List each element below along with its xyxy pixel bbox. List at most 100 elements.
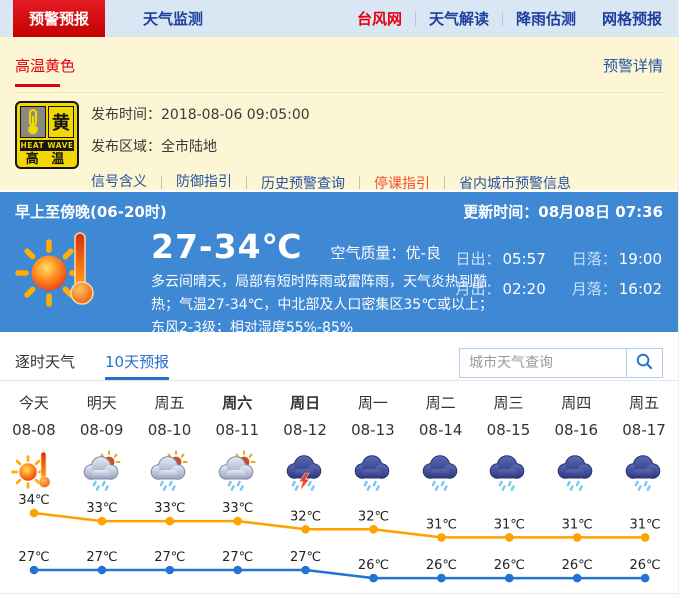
rain-icon — [350, 449, 396, 492]
search-icon — [635, 352, 654, 374]
high-temp-point — [640, 533, 650, 542]
link-weather-explain[interactable]: 天气解读 — [428, 10, 489, 28]
temp-label: 26℃ — [494, 558, 525, 573]
low-temp-point — [301, 565, 310, 575]
forecast-day-label: 明天 — [86, 394, 117, 412]
publish-time-label: 发布时间： — [91, 107, 161, 123]
forecast-date: 08-11 — [215, 421, 260, 439]
link-defense-guide[interactable]: 防御指引 — [176, 171, 232, 194]
sun-cloud-rain-icon — [146, 449, 192, 492]
forecast-tabs-row: 逐时天气 10天预报 — [0, 345, 678, 381]
weather-description: 多云间晴天，局部有短时阵雨或雷阵雨，天气炎热到酷热；气温27-34℃，中北部及人… — [151, 274, 493, 336]
ten-day-forecast-grid: 今天 08-08 明天 08-09 周五 08-10 周六 08-11 周日 08-12 — [0, 392, 678, 492]
divider — [444, 176, 445, 189]
sign-level-char: 黄 — [48, 106, 74, 138]
city-search — [459, 347, 663, 378]
top-nav: 预警预报 天气监测 台风网 天气解读 降雨估测 网格预报 — [0, 0, 678, 37]
temp-label: 26℃ — [562, 558, 593, 573]
temp-label: 26℃ — [630, 558, 661, 573]
forecast-date: 08-16 — [554, 421, 599, 439]
city-search-input[interactable] — [460, 348, 626, 377]
sunset: 日落： 19:00 — [571, 250, 662, 268]
rain-icon — [485, 449, 531, 492]
sun-cloud-rain-icon — [214, 449, 260, 492]
forecast-day-label: 周五 — [629, 394, 660, 412]
warning-info: 发布时间：2018-08-06 09:05:00 发布区域：全市陆地 信号含义 … — [91, 101, 571, 194]
search-button[interactable] — [626, 348, 662, 377]
high-temp-line — [33, 511, 646, 539]
forecast-column[interactable]: 周六 08-11 — [203, 392, 271, 492]
temp-label: 34℃ — [18, 494, 49, 508]
temp-label: 32℃ — [290, 509, 321, 524]
tab-hourly-weather[interactable]: 逐时天气 — [15, 352, 76, 371]
high-temp-point — [505, 533, 514, 542]
moonrise: 月出： 02:20 — [455, 280, 546, 298]
temp-label: 27℃ — [18, 550, 49, 565]
moonset: 月落： 16:02 — [571, 280, 662, 298]
active-warning-underline — [15, 84, 60, 87]
rain-icon — [553, 449, 599, 492]
temp-label: 31℃ — [494, 517, 525, 532]
low-temp-point — [29, 565, 39, 575]
forecast-column[interactable]: 周五 08-10 — [136, 392, 204, 492]
link-province-warnings[interactable]: 省内城市预警信息 — [459, 175, 571, 192]
forecast-date: 08-09 — [79, 421, 124, 439]
period-label: 早上至傍晚(06-20时) — [15, 203, 167, 221]
forecast-day-label: 周六 — [222, 394, 253, 412]
forecast-column[interactable]: 明天 08-09 — [68, 392, 136, 492]
forecast-date: 08-08 — [12, 421, 56, 439]
forecast-date: 08-17 — [622, 421, 666, 439]
low-temp-point — [572, 573, 582, 583]
warning-type-label: 高温黄色 — [15, 57, 76, 75]
publish-area-value: 全市陆地 — [161, 139, 217, 155]
low-temp-point — [233, 565, 242, 575]
link-signal-meaning[interactable]: 信号含义 — [91, 171, 147, 194]
link-grid-forecast[interactable]: 网格预报 — [601, 10, 662, 28]
warning-detail-link[interactable]: 预警详情 — [602, 57, 663, 75]
link-class-suspension[interactable]: 停课指引 — [374, 175, 430, 192]
sign-bottom-text: 高 温 — [25, 152, 69, 167]
forecast-day-label: 今天 — [18, 394, 49, 412]
high-temp-point — [572, 533, 582, 542]
high-temp-point — [29, 508, 39, 518]
thermometer-icon — [20, 106, 46, 138]
high-temp-point — [301, 525, 310, 534]
forecast-column[interactable]: 周一 08-13 — [339, 392, 407, 492]
tab-warning-forecast[interactable]: 预警预报 — [13, 0, 106, 37]
forecast-date: 08-10 — [147, 421, 192, 439]
tab-weather-monitor[interactable]: 天气监测 — [143, 10, 204, 28]
sun-cloud-rain-icon — [79, 449, 125, 492]
divider — [161, 176, 162, 189]
temp-label: 27℃ — [290, 550, 321, 565]
forecast-date: 08-13 — [351, 421, 395, 439]
heat-wave-sign-icon: 黄 HEAT WAVE 高 温 — [15, 101, 79, 169]
forecast-column[interactable]: 今天 08-08 — [0, 392, 68, 492]
link-history-query[interactable]: 历史预警查询 — [261, 175, 345, 192]
temp-label: 33℃ — [222, 501, 253, 516]
publish-time-value: 2018-08-06 09:05:00 — [161, 107, 310, 123]
warning-body: 黄 HEAT WAVE 高 温 发布时间：2018-08-06 09:05:00… — [15, 101, 663, 194]
temperature-range: 27-34℃ — [151, 227, 303, 266]
temp-label: 32℃ — [358, 509, 389, 524]
temp-label: 31℃ — [562, 517, 593, 532]
link-rain-estimate[interactable]: 降雨估测 — [515, 10, 576, 28]
temp-label: 27℃ — [154, 550, 185, 565]
tab-ten-day-forecast[interactable]: 10天预报 — [105, 345, 170, 380]
low-temp-line — [34, 568, 646, 580]
temp-label: 33℃ — [154, 501, 185, 516]
forecast-date: 08-14 — [418, 421, 463, 439]
divider — [359, 176, 360, 189]
thunder-rain-icon — [282, 449, 328, 492]
divider — [501, 11, 503, 26]
forecast-column[interactable]: 周日 08-12 — [271, 392, 339, 492]
divider — [414, 11, 416, 26]
active-warning[interactable]: 高温黄色 — [15, 55, 75, 87]
forecast-column[interactable]: 周四 08-16 — [542, 392, 610, 492]
forecast-column[interactable]: 周三 08-15 — [475, 392, 543, 492]
forecast-day-label: 周四 — [561, 394, 592, 412]
forecast-day-label: 周二 — [425, 394, 456, 412]
forecast-column[interactable]: 周五 08-17 — [610, 392, 678, 492]
link-typhoon-net[interactable]: 台风网 — [356, 10, 402, 28]
forecast-column[interactable]: 周二 08-14 — [407, 392, 475, 492]
temperature-chart-wrap: 34℃ 33℃ 33℃ 33℃ 32℃ 32℃ 31℃ 31℃ 31℃ 31℃ 27℃ 27℃ 27℃ 2… — [0, 493, 678, 597]
